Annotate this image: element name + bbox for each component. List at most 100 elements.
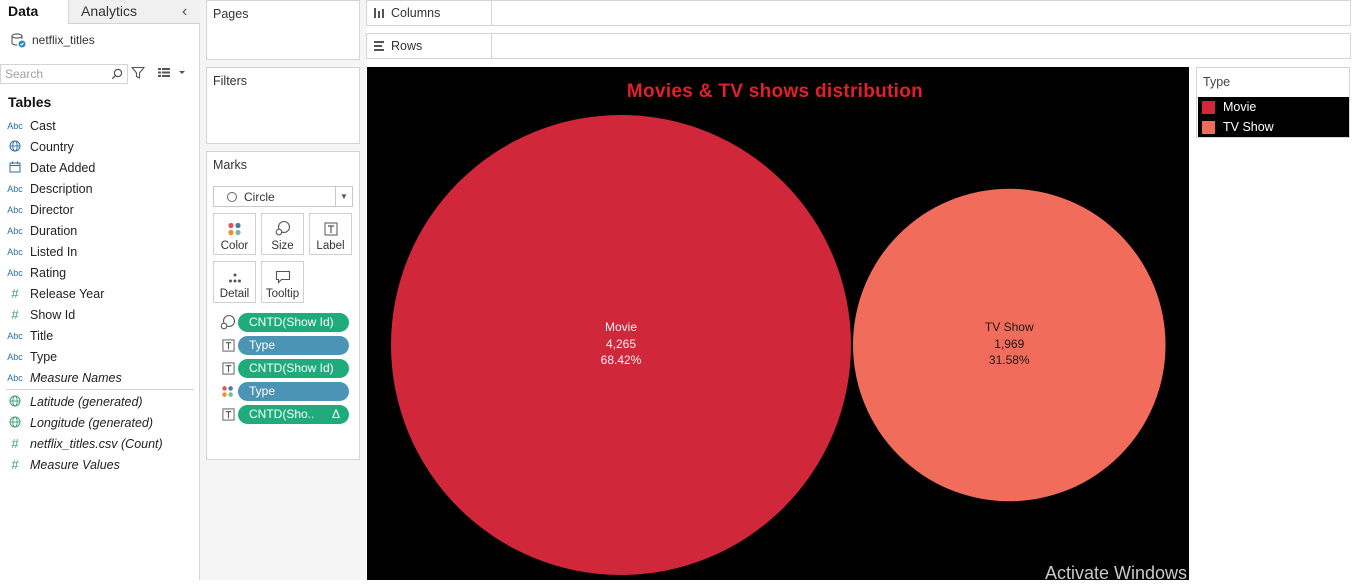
datasource-name: netflix_titles (32, 33, 95, 47)
marks-pill-row[interactable]: CNTD(Show Id) (218, 312, 350, 332)
mark-type-dropdown[interactable]: Circle ▼ (213, 186, 353, 207)
legend-label: TV Show (1223, 120, 1274, 134)
tooltip-button[interactable]: Tooltip (261, 261, 304, 303)
size-pill[interactable]: CNTD(Show Id) (238, 312, 349, 332)
field-label: Description (30, 181, 93, 196)
bubble-name: Movie (604, 320, 637, 334)
size-icon (218, 314, 238, 330)
label-pill[interactable]: CNTD(Sho.. Δ (238, 404, 349, 424)
marks-pill-row[interactable]: Type (218, 335, 350, 355)
tables-header: Tables (8, 94, 52, 110)
field-label: Director (30, 202, 74, 217)
size-button[interactable]: Size (261, 213, 304, 255)
abc-icon: Abc (7, 183, 23, 194)
chevron-down-icon[interactable]: ▼ (335, 187, 352, 206)
label-icon (218, 337, 238, 353)
detail-button[interactable]: Detail (213, 261, 256, 303)
color-icon (214, 214, 255, 236)
collapse-pane-icon[interactable]: ‹ (182, 3, 188, 20)
size-label: Size (271, 240, 294, 252)
marks-pill-row[interactable]: Type (218, 381, 350, 401)
field-duration[interactable]: Abc Duration (0, 220, 200, 241)
abc-icon: Abc (7, 351, 23, 362)
activate-windows-watermark: Activate Windows (1045, 563, 1188, 583)
field-measure-names[interactable]: Abc Measure Names (0, 367, 200, 388)
detail-label: Detail (219, 288, 250, 300)
tab-analytics[interactable]: Analytics (68, 0, 200, 24)
marks-pill-row[interactable]: CNTD(Sho.. Δ (218, 404, 350, 424)
columns-shelf[interactable]: Columns (366, 0, 1351, 26)
field-title[interactable]: Abc Title (0, 325, 200, 346)
pages-card[interactable]: Pages (206, 0, 360, 60)
detail-icon (214, 262, 255, 284)
legend-item-tv-show[interactable]: TV Show (1198, 117, 1349, 137)
bubble-label-movie: Movie 4,265 68.42% (561, 319, 681, 369)
field-cast[interactable]: Abc Cast (0, 115, 200, 136)
field-rating[interactable]: Abc Rating (0, 262, 200, 283)
field-label: Show Id (30, 307, 76, 322)
field-label: Latitude (generated) (30, 394, 143, 409)
globe-icon (0, 395, 30, 409)
abc-icon: Abc (7, 120, 23, 131)
size-icon (262, 214, 303, 236)
abc-icon: Abc (7, 204, 23, 215)
rows-icon (374, 41, 384, 51)
field-longitude[interactable]: Longitude (generated) (0, 412, 200, 433)
bubble-tv-show[interactable] (853, 188, 1166, 502)
field-show-id[interactable]: # Show Id (0, 304, 200, 325)
label-icon (218, 406, 238, 422)
filter-icon[interactable] (131, 66, 145, 80)
color-pill[interactable]: Type (238, 381, 349, 401)
field-label: Title (30, 328, 54, 343)
globe-icon (0, 416, 30, 430)
datasource-item[interactable]: netflix_titles (10, 31, 95, 49)
label-icon (218, 360, 238, 376)
view-options-icon[interactable] (157, 66, 189, 80)
viz-canvas[interactable]: Movies & TV shows distribution Movie 4,26… (367, 67, 1189, 580)
label-label: Label (316, 240, 345, 252)
search-input[interactable] (5, 67, 105, 81)
datasource-icon (11, 33, 26, 48)
delta-icon: Δ (331, 406, 340, 421)
color-legend: Type Movie TV Show (1196, 67, 1350, 138)
rows-shelf[interactable]: Rows (366, 33, 1351, 59)
search-icon[interactable] (111, 68, 123, 80)
abc-icon: Abc (7, 372, 23, 383)
circle-mark-icon (227, 191, 237, 202)
field-label: Country (30, 139, 74, 154)
label-pill[interactable]: Type (238, 335, 349, 355)
hash-icon: # (11, 307, 19, 322)
field-label: Cast (30, 118, 56, 133)
field-count[interactable]: # netflix_titles.csv (Count) (0, 433, 200, 454)
bubble-movie[interactable] (391, 115, 851, 575)
field-date-added[interactable]: Date Added (0, 157, 200, 178)
field-type[interactable]: Abc Type (0, 346, 200, 367)
field-release-year[interactable]: # Release Year (0, 283, 200, 304)
field-country[interactable]: Country (0, 136, 200, 157)
label-pill[interactable]: CNTD(Show Id) (238, 358, 349, 378)
field-director[interactable]: Abc Director (0, 199, 200, 220)
rows-shelf-label: Rows (367, 34, 492, 58)
label-button[interactable]: Label (309, 213, 352, 255)
color-icon (218, 383, 238, 399)
field-listed-in[interactable]: Abc Listed In (0, 241, 200, 262)
tooltip-icon (262, 262, 303, 284)
legend-title: Type (1203, 75, 1231, 89)
field-label: Rating (30, 265, 67, 280)
mark-type-value: Circle (244, 189, 275, 204)
pill-label: CNTD(Sho.. (249, 406, 315, 421)
search-box[interactable] (0, 64, 128, 84)
bubble-value: 4,265 (605, 336, 637, 351)
field-label: netflix_titles.csv (Count) (30, 436, 163, 451)
abc-icon: Abc (7, 267, 23, 278)
marks-pill-row[interactable]: CNTD(Show Id) (218, 358, 350, 378)
field-description[interactable]: Abc Description (0, 178, 200, 199)
field-label: Longitude (generated) (30, 415, 154, 430)
legend-item-movie[interactable]: Movie (1198, 97, 1349, 117)
filters-card[interactable]: Filters (206, 67, 360, 144)
tab-data[interactable]: Data (0, 0, 68, 24)
color-button[interactable]: Color (213, 213, 256, 255)
bubble-chart[interactable] (367, 67, 1189, 580)
field-latitude[interactable]: Latitude (generated) (0, 391, 200, 412)
field-measure-values[interactable]: # Measure Values (0, 454, 200, 475)
